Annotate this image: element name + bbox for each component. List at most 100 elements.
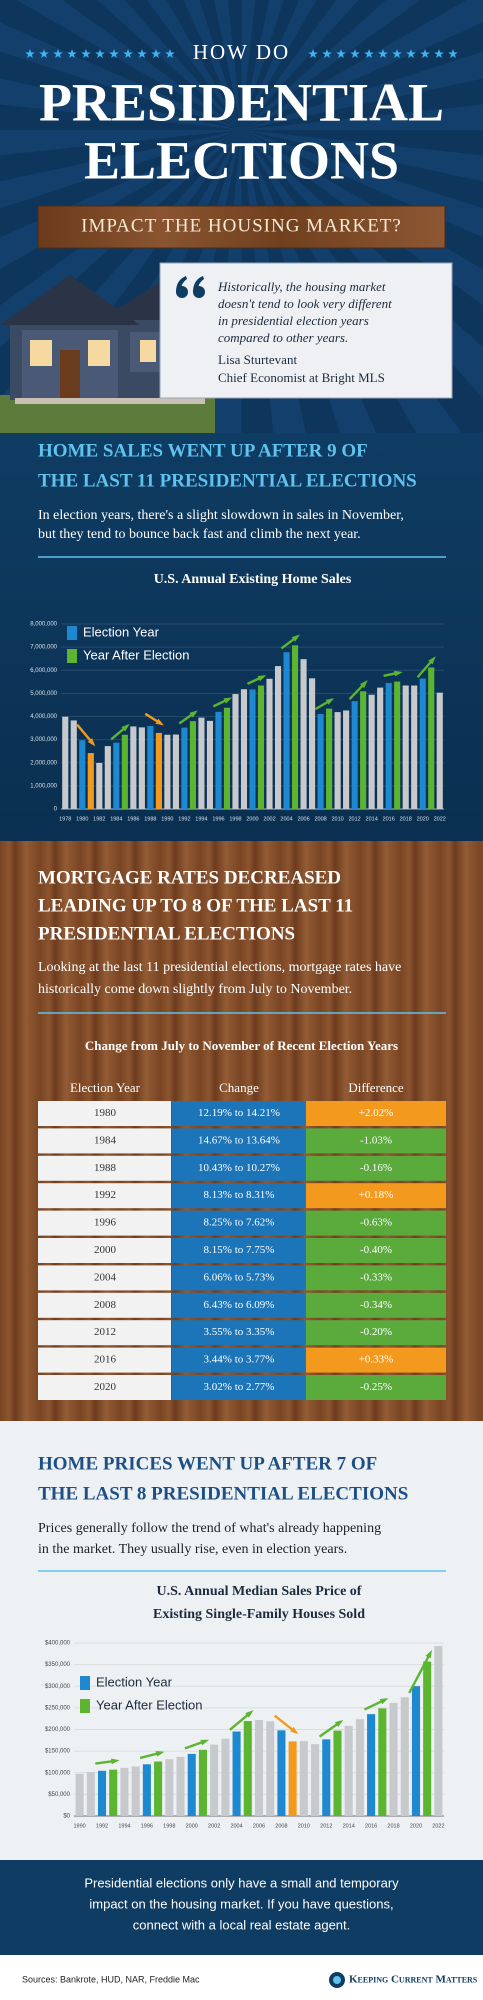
x-tick-label: 1994: [118, 1823, 130, 1829]
trend-arrow-head: [155, 718, 164, 726]
table-cell-text: 2008: [94, 1299, 117, 1311]
x-tick-label: 2018: [387, 1823, 399, 1829]
section-paragraph: In election years, there's a slight slow…: [38, 508, 404, 523]
section-heading: LEADING UP TO 8 OF THE LAST 11: [38, 895, 353, 916]
table-cell-text: -1.03%: [360, 1134, 392, 1146]
x-tick-label: 1988: [144, 816, 156, 822]
bar: [423, 1661, 432, 1816]
table-cell: [38, 1101, 171, 1126]
trend-arrow: [408, 1651, 432, 1694]
y-tick-label: 5,000,000: [30, 691, 57, 697]
stars-right: [308, 49, 458, 58]
x-tick-label: 2012: [320, 1823, 332, 1829]
x-tick-label: 1998: [163, 1823, 175, 1829]
x-tick-label: 2012: [349, 816, 361, 822]
x-tick-label: 2000: [186, 1823, 198, 1829]
bar: [378, 1708, 387, 1816]
table-cell: [38, 1292, 171, 1318]
bar: [243, 1721, 252, 1816]
bar: [130, 726, 137, 809]
x-tick-label: 1996: [212, 816, 224, 822]
table-cell-text: 3.02% to 2.77%: [204, 1381, 275, 1393]
quote-line: Historically, the housing market: [217, 279, 386, 294]
bar: [215, 711, 222, 809]
y-tick-label: 7,000,000: [30, 645, 57, 651]
table-cell-text: +0.33%: [359, 1354, 394, 1366]
x-tick-label: 2006: [297, 816, 309, 822]
section-paragraph: Looking at the last 11 presidential elec…: [38, 960, 401, 975]
table-cell: [172, 1101, 305, 1126]
table-cell-text: 8.13% to 8.31%: [204, 1189, 275, 1201]
bar: [109, 1769, 118, 1816]
trend-arrow-head: [111, 1758, 120, 1765]
bar: [419, 678, 426, 809]
bar: [311, 1744, 320, 1816]
table-cell: [172, 1238, 305, 1263]
y-tick-label: $400,000: [45, 1641, 71, 1647]
bar: [138, 727, 145, 809]
bar: [121, 734, 128, 809]
bar: [377, 687, 384, 809]
table-cell-text: -0.20%: [360, 1326, 392, 1338]
bar: [189, 721, 196, 809]
bar: [165, 1759, 174, 1816]
bar: [300, 659, 307, 809]
main-title: PRESIDENTIAL: [39, 72, 444, 132]
y-tick-label: $250,000: [45, 1705, 71, 1711]
legend-swatch: [80, 1676, 90, 1690]
x-tick-label: 1992: [178, 816, 190, 822]
x-tick-label: 2014: [366, 816, 378, 822]
bar: [274, 666, 282, 809]
section-heading: THE LAST 11 PRESIDENTIAL ELECTIONS: [38, 470, 417, 491]
table-cell-text: -0.34%: [360, 1299, 392, 1311]
table-cell-text: 8.15% to 7.75%: [204, 1244, 275, 1256]
table-cell-text: 6.43% to 6.09%: [204, 1299, 275, 1311]
table-cell-text: 2012: [94, 1326, 116, 1338]
bar: [411, 1686, 421, 1816]
x-tick-label: 1982: [93, 816, 105, 822]
bar: [326, 708, 333, 809]
bar: [155, 732, 162, 809]
bar: [249, 689, 256, 809]
trend-arrow-head: [425, 1649, 432, 1659]
bar: [198, 717, 205, 809]
legend-label: Election Year: [83, 624, 160, 639]
bar: [142, 1764, 151, 1816]
section-heading: HOME SALES WENT UP AFTER 9 OF: [38, 440, 368, 461]
x-tick-label: 2016: [365, 1823, 377, 1829]
column-header: Difference: [348, 1080, 404, 1095]
table-cell-text: -0.16%: [360, 1162, 392, 1174]
section-paragraph: but they tend to bounce back fast and cl…: [38, 527, 361, 542]
table-cell-text: 2016: [94, 1354, 117, 1366]
table-cell: [306, 1375, 446, 1400]
bar: [402, 685, 409, 809]
trend-arrow-head: [428, 656, 436, 665]
trend-arrow-head: [290, 1726, 299, 1735]
bar: [360, 691, 367, 809]
x-tick-label: 2014: [343, 1823, 355, 1829]
table-cell: [306, 1347, 446, 1373]
bar: [147, 725, 154, 809]
bar: [131, 1766, 140, 1816]
brand-logo-inner: [333, 1976, 341, 1984]
table-cell-text: 1988: [94, 1162, 117, 1174]
bar: [266, 1721, 275, 1816]
y-tick-label: $0: [63, 1814, 70, 1820]
y-tick-label: 0: [54, 807, 58, 813]
x-tick-label: 2018: [400, 816, 412, 822]
bar: [411, 685, 418, 809]
y-tick-label: 3,000,000: [30, 737, 57, 743]
column-header: Election Year: [70, 1080, 141, 1095]
bar: [104, 746, 111, 809]
quote-mark: [176, 276, 205, 298]
x-tick-label: 1994: [195, 816, 207, 822]
bar: [187, 1753, 196, 1816]
stars-left: [25, 49, 175, 58]
section-paragraph: in the market. They usually rise, even i…: [38, 1542, 347, 1557]
table-cell: [38, 1155, 171, 1181]
table-cell: [306, 1101, 446, 1126]
trend-arrow-head: [155, 1751, 165, 1757]
bar: [198, 1749, 207, 1816]
banner-text: IMPACT THE HOUSING MARKET?: [81, 215, 402, 236]
